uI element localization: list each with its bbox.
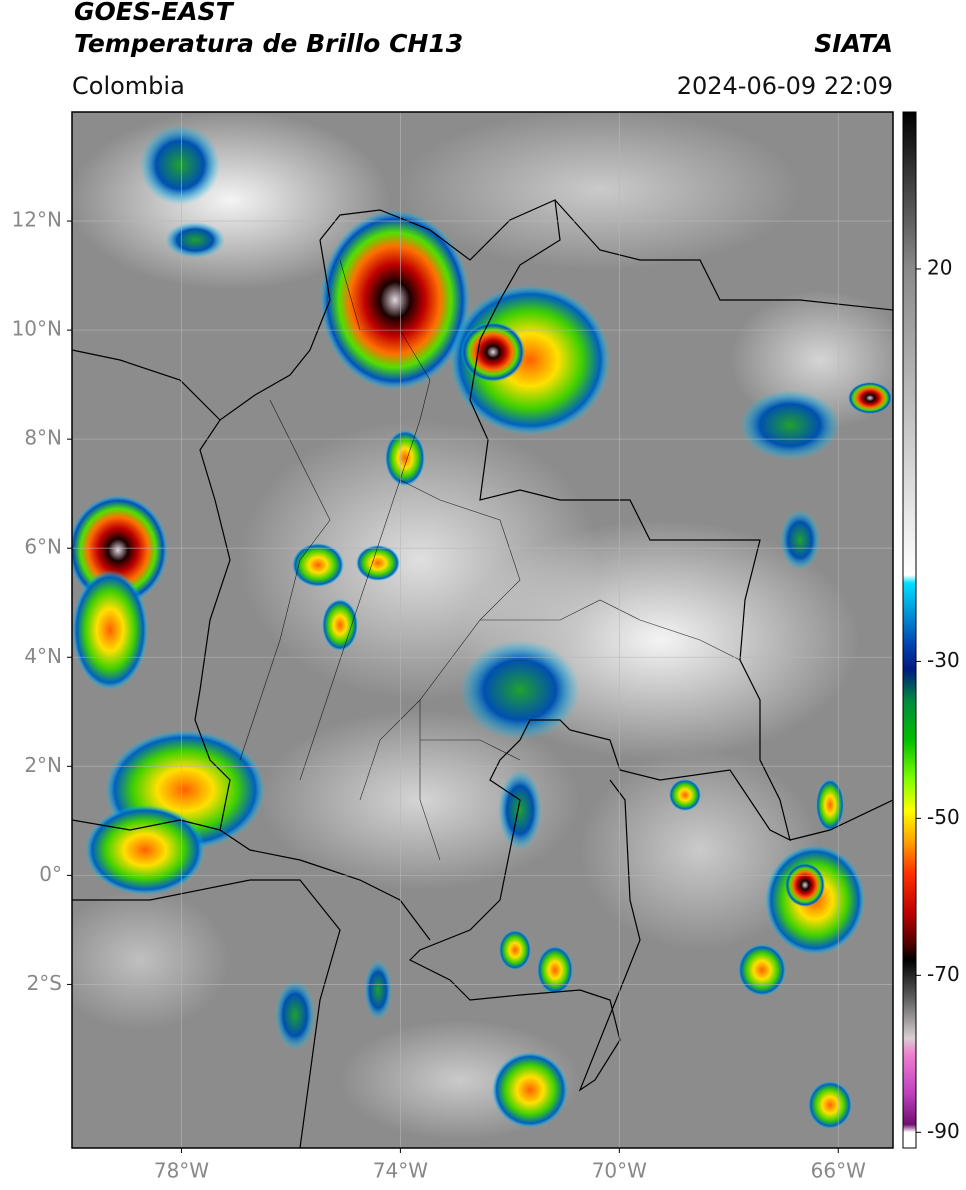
- datetime: 2024-06-09 22:09: [677, 72, 893, 100]
- x-tick-label: 74°W: [373, 1159, 428, 1183]
- title-line1: GOES-EAST: [74, 0, 235, 26]
- y-tick-label: 0°: [39, 862, 62, 886]
- y-tick-label: 2°N: [24, 753, 62, 777]
- storm-cells: [72, 125, 892, 1129]
- y-tick-label: 8°N: [24, 426, 62, 450]
- colorbar-tick-label: -30: [927, 648, 960, 672]
- satellite-image: [72, 112, 893, 1148]
- grid: [72, 112, 893, 1148]
- y-tick-label: 6°N: [24, 535, 62, 559]
- colorbar-ramp: [902, 111, 917, 1149]
- x-tick-label: 70°W: [592, 1159, 647, 1183]
- axes: 78°W 74°W 70°W 66°W 12°N 10°N 8°N 6°N 4°N 2°N 0° 2°…: [12, 208, 867, 1183]
- x-tick-label: 66°W: [811, 1159, 866, 1183]
- colorbar-tick-label: 20: [927, 255, 952, 279]
- map-frame: [71, 111, 894, 1149]
- colorbar: 20 -30 -50 -70 -90: [902, 111, 960, 1149]
- y-tick-label: 4°N: [24, 644, 62, 668]
- title-line2: Temperatura de Brillo CH13: [74, 29, 463, 58]
- colorbar-tick-label: -90: [927, 1119, 960, 1143]
- y-tick-label: 12°N: [12, 208, 62, 232]
- source: SIATA: [814, 29, 893, 58]
- y-tick-label: 10°N: [12, 317, 62, 341]
- region: Colombia: [72, 72, 185, 100]
- borders: [72, 199, 893, 1148]
- colorbar-tick-label: -70: [927, 962, 960, 986]
- x-tick-label: 78°W: [154, 1159, 209, 1183]
- clouds: [72, 112, 893, 1140]
- colorbar-tick-label: -50: [927, 805, 960, 829]
- y-tick-label: 2°S: [27, 971, 62, 995]
